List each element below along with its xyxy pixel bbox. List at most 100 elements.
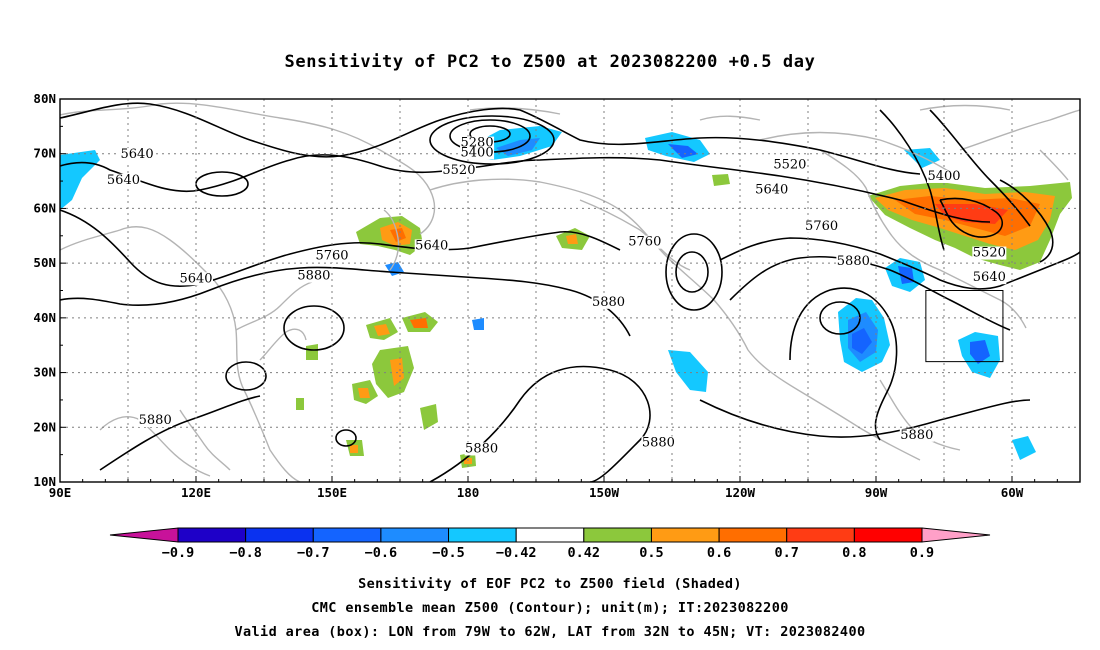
shade-positive-region [410,318,428,328]
colorbar-label: −0.6 [365,545,398,561]
contour-line [719,237,1080,290]
footer-line-1: Sensitivity of EOF PC2 to Z500 field (Sh… [358,576,742,592]
footer-line-3: Valid area (box): LON from 79W to 62W, L… [234,624,865,640]
contour-label-bg [972,246,1007,260]
contour-label: 5400 [461,145,494,160]
contour-line [929,109,1031,227]
shade-negative-region [472,318,484,330]
lat-tick-label: 40N [33,310,56,325]
contour-label: 5760 [805,219,838,234]
contour-high-center [335,429,357,447]
shade-positive-region [566,234,578,244]
colorbar-high-extend [921,527,991,543]
colorbar-label: −0.42 [496,545,537,561]
contour-label: 5640 [179,271,212,286]
contour-label-bg [972,271,1007,285]
colorbar-swatch [245,527,314,543]
contour-label: 5880 [139,413,172,428]
footer-line-2: CMC ensemble mean Z500 (Contour); unit(m… [311,600,789,616]
lon-tick-label: 60W [1001,485,1024,500]
contour-line [60,266,631,337]
contour-label-bg [120,148,155,162]
shade-positive-region [420,404,438,430]
contour-line [999,179,1054,263]
colorbar-swatch [650,527,720,543]
contour-label-bg [296,269,331,283]
contour-low-center [429,115,555,165]
shade-negative-region [60,150,100,210]
colorbar-swatch [515,527,585,543]
shade-positive-region [374,324,390,336]
colorbar-label: 0.8 [842,545,866,561]
z500-contours [60,102,1080,482]
contour-label: 5880 [900,428,933,443]
valid-area-box [925,290,1004,363]
contour-line [699,399,1031,438]
colorbar-label: −0.7 [297,545,330,561]
contour-label: 5760 [315,248,348,263]
contour-label-bg [441,163,476,177]
contour-label: 5880 [465,441,498,456]
contour-label-bg [464,442,499,456]
contour-line [879,109,945,251]
shade-negative-region [852,328,872,354]
lon-tick-label: 120E [181,485,211,500]
graticule [60,99,1080,482]
shade-positive-region [358,388,370,398]
colorbar-label: 0.6 [707,545,731,561]
contour-label-bg [836,254,871,268]
lon-tick-label: 150E [317,485,347,500]
contour-label: 5760 [628,235,661,250]
contour-label-bg [627,235,662,249]
colorbar-swatch [718,527,788,543]
contour-high-center [283,305,345,351]
contour-label-bg [754,183,789,197]
colorbar-label: −0.8 [229,545,262,561]
contour-label: 5880 [642,435,675,450]
contour-label-bg [899,428,934,442]
shade-positive-region [350,445,358,453]
contour-line [60,154,991,223]
contour-label-bg [414,239,449,253]
colorbar: −0.9 −0.8 −0.7 −0.6 −0.5 −0.42 0.42 0.5 0.6 0.7 0.… [109,527,991,561]
colorbar-swatch [448,527,517,543]
shade-negative-region [668,350,708,392]
contour-line [729,255,1011,331]
contour-label: 5520 [973,246,1006,261]
colorbar-label: 0.5 [639,545,663,561]
colorbar-label: 0.42 [568,545,601,561]
lon-tick-label: 150W [589,485,620,500]
contour-label-bg [460,146,495,160]
contour-line [60,209,621,287]
contour-label-bg [641,436,676,450]
contour-line [60,102,921,175]
contour-line [939,197,1003,238]
contour-label: 5880 [297,269,330,284]
contour-label-bg [106,173,141,187]
lat-tick-label: 80N [33,91,56,106]
contour-high-center [225,361,267,391]
contour-line [429,365,651,482]
contour-label: 5640 [973,270,1006,285]
contour-label: 5640 [415,238,448,253]
colorbar-label: −0.5 [432,545,465,561]
colorbar-swatch [583,527,652,543]
shade-positive-region [935,204,1008,224]
lat-tick-label: 20N [33,419,56,434]
contour-label-bg [927,169,961,183]
colorbar-swatch [853,527,923,543]
contour-line [99,395,261,471]
contour-label: 5640 [121,147,154,162]
shade-positive-region [712,174,730,186]
lat-tick-label: 70N [33,146,56,161]
lat-tick-label: 50N [33,255,56,270]
contour-label-bg [138,414,173,428]
contour-label: 5640 [755,183,788,198]
colorbar-label: 0.7 [775,545,799,561]
contour-line [789,287,898,441]
colorbar-swatch [177,527,247,543]
